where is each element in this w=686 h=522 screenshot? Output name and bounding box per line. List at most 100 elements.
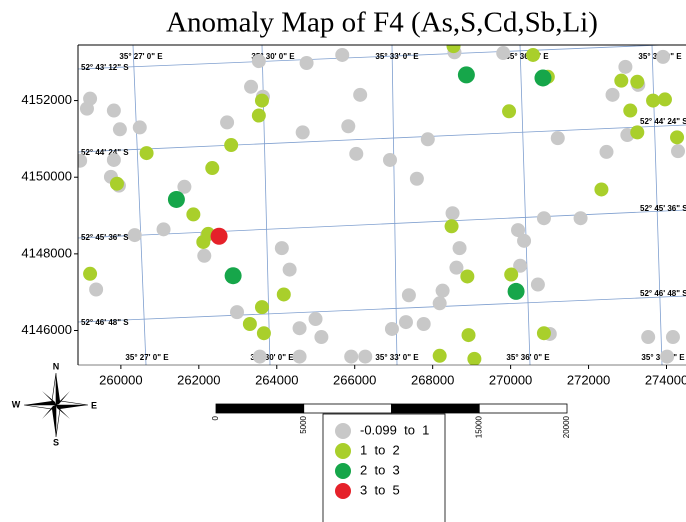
point	[220, 115, 235, 130]
compass-label: E	[91, 400, 97, 410]
y-tick-label: 4152000	[21, 92, 72, 107]
point	[618, 59, 633, 74]
point	[467, 351, 482, 365]
point	[496, 46, 511, 61]
point	[446, 45, 461, 54]
point	[256, 326, 271, 341]
graticule-label: 52° 45' 36" S	[81, 233, 129, 242]
compass-label: W	[12, 399, 21, 409]
graticule-label: 35° 27' 0" E	[125, 353, 169, 362]
chart-title: Anomaly Map of F4 (As,S,Cd,Sb,Li)	[166, 7, 598, 39]
point	[382, 152, 397, 167]
x-tick-label: 270000	[489, 372, 532, 387]
point	[252, 349, 267, 364]
graticule-label: 52° 46' 48" S	[640, 289, 686, 298]
graticule-line	[78, 209, 686, 239]
graticule-line	[78, 45, 672, 70]
scale-label: 15000	[474, 415, 483, 438]
point	[435, 283, 450, 298]
point	[420, 132, 435, 147]
point	[109, 176, 124, 191]
legend-label: 3 to 5	[360, 482, 400, 497]
point	[416, 316, 431, 331]
point	[341, 119, 356, 134]
point	[665, 330, 680, 345]
graticule	[78, 45, 686, 365]
graticule-label: 35° 33' 0" E	[375, 52, 419, 61]
point	[224, 138, 239, 153]
scale-segment	[303, 403, 392, 414]
point	[409, 171, 424, 186]
point	[449, 260, 464, 275]
point	[254, 93, 269, 108]
point	[660, 349, 675, 364]
scale-label: 20000	[562, 415, 571, 438]
compass: N S W E	[12, 361, 97, 447]
point	[210, 227, 228, 245]
scale-label: 5000	[299, 415, 308, 433]
point	[358, 349, 373, 364]
point	[573, 211, 588, 226]
point	[432, 296, 447, 311]
y-tick-label: 4146000	[21, 322, 72, 337]
x-tick-label: 272000	[567, 372, 610, 387]
point	[536, 326, 551, 341]
graticule-label: 35° 27' 0" E	[119, 52, 163, 61]
x-tick-label: 274000	[645, 372, 686, 387]
graticule-label: 52° 44' 24" S	[640, 117, 686, 126]
legend-label: 2 to 3	[360, 462, 400, 477]
point	[167, 190, 185, 208]
legend-swatch	[335, 423, 351, 439]
point	[444, 219, 459, 234]
graticule-labels: 35° 27' 0" E 35° 30' 0" E 35° 33' 0" E 35° …	[81, 52, 686, 362]
point	[282, 262, 297, 277]
legend-label: 1 to 2	[360, 442, 400, 457]
point	[251, 54, 266, 69]
point	[641, 330, 656, 345]
graticule-label: 52° 46' 48" S	[81, 318, 129, 327]
point	[139, 146, 154, 161]
point	[177, 179, 192, 194]
graticule-line	[391, 45, 398, 365]
point	[308, 312, 323, 327]
legend-swatch	[335, 443, 351, 459]
point	[550, 131, 565, 146]
point	[401, 288, 416, 303]
point	[534, 69, 552, 87]
point	[605, 87, 620, 102]
graticule-label: 52° 45' 36" S	[640, 204, 686, 213]
point	[536, 211, 551, 226]
legend: -0.099 to 1 1 to 2 2 to 3 3 to 5	[335, 422, 429, 499]
point	[254, 300, 269, 315]
point	[657, 92, 672, 107]
x-tick-label: 260000	[99, 372, 142, 387]
graticule-line	[78, 124, 686, 153]
compass-label: N	[53, 361, 60, 371]
point	[299, 56, 314, 71]
graticule-line	[132, 45, 147, 365]
points	[78, 45, 686, 365]
point	[335, 47, 350, 62]
y-tick-label: 4148000	[21, 245, 72, 260]
point	[384, 321, 399, 336]
point	[251, 108, 266, 123]
point	[656, 49, 671, 64]
point	[614, 73, 629, 88]
graticule-label: 35° 30' 0" E	[250, 353, 294, 362]
point	[295, 125, 310, 140]
point	[106, 152, 121, 167]
point	[230, 305, 245, 320]
graticule-label: 52° 44' 24" S	[81, 148, 129, 157]
point	[242, 316, 257, 331]
point	[398, 315, 413, 330]
point	[517, 233, 532, 248]
point	[507, 282, 525, 300]
point	[197, 248, 212, 263]
y-tick-label: 4150000	[21, 169, 72, 184]
point	[594, 182, 609, 197]
point	[186, 207, 201, 222]
point	[344, 349, 359, 364]
point	[127, 228, 142, 243]
x-tick-label: 268000	[411, 372, 454, 387]
